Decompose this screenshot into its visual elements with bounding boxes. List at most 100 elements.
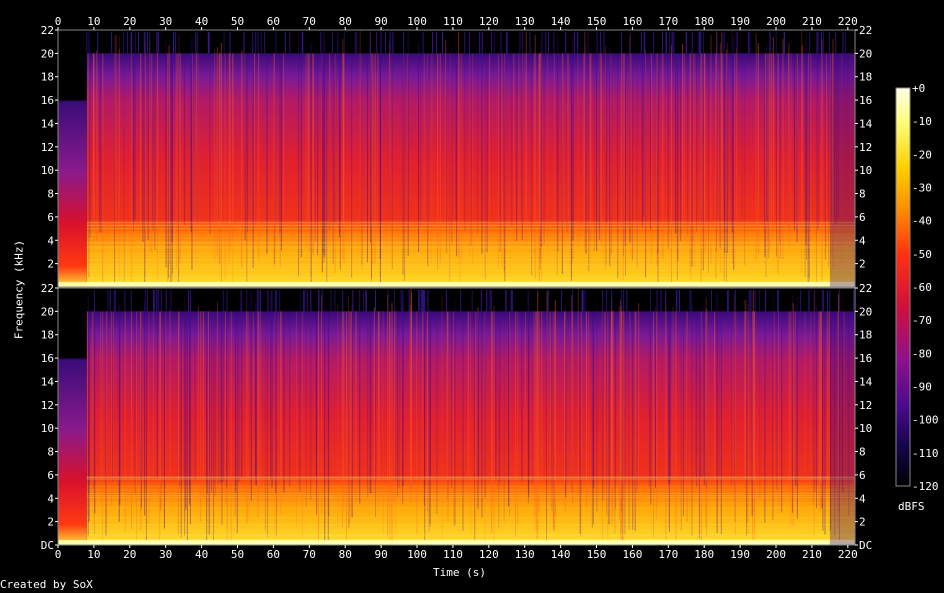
y-tick-label-ch2-20-right: 20 <box>859 305 872 318</box>
y-tick-label-ch2-16-left: 16 <box>41 352 54 365</box>
x-tick-label-bottom-0: 0 <box>55 548 62 561</box>
x-tick-label-top-180: 180 <box>694 15 714 28</box>
colorbar-tick-m110: -110 <box>912 447 939 460</box>
y-tick-label-ch2-14-left: 14 <box>41 375 55 388</box>
x-tick-label-top-170: 170 <box>658 15 678 28</box>
y-tick-label-ch1-8-left: 8 <box>47 188 54 201</box>
y-tick-label-ch2-22-right: 22 <box>859 282 872 295</box>
plot-frame <box>57 287 856 546</box>
y-tick-label-ch2-18-left: 18 <box>41 329 54 342</box>
y-tick-label-ch2-4-left: 4 <box>47 492 54 505</box>
y-tick-label-ch2-8-right: 8 <box>859 446 866 459</box>
x-tick-label-bottom-100: 100 <box>407 548 427 561</box>
x-axis-title: Time (s) <box>433 566 486 579</box>
x-tick-label-bottom-180: 180 <box>694 548 714 561</box>
x-tick-label-top-40: 40 <box>195 15 208 28</box>
y-tick-label-ch2-20-left: 20 <box>41 305 54 318</box>
x-tick-label-bottom-50: 50 <box>231 548 244 561</box>
x-tick-label-bottom-10: 10 <box>87 548 100 561</box>
x-tick-label-bottom-140: 140 <box>551 548 571 561</box>
y-tick-label-ch1-10-left: 10 <box>41 164 54 177</box>
x-tick-label-top-190: 190 <box>730 15 750 28</box>
y-tick-label-ch2-dc-left: DC <box>41 539 54 552</box>
x-tick-label-top-120: 120 <box>479 15 499 28</box>
x-tick-label-bottom-150: 150 <box>587 548 607 561</box>
y-tick-label-ch1-18-left: 18 <box>41 71 54 84</box>
spectrogram-channel-1 <box>57 29 856 288</box>
x-tick-label-top-150: 150 <box>587 15 607 28</box>
y-tick-label-ch2-16-right: 16 <box>859 352 872 365</box>
y-tick-label-ch1-8-right: 8 <box>859 188 866 201</box>
x-tick-label-top-60: 60 <box>267 15 280 28</box>
x-tick-label-top-0: 0 <box>55 15 62 28</box>
y-tick-label-ch1-16-right: 16 <box>859 94 872 107</box>
y-tick-label-ch2-6-right: 6 <box>859 469 866 482</box>
x-tick-label-top-210: 210 <box>802 15 822 28</box>
x-tick-label-bottom-70: 70 <box>303 548 316 561</box>
y-tick-label-ch1-14-right: 14 <box>859 117 873 130</box>
y-tick-label-ch2-12-right: 12 <box>859 399 872 412</box>
y-tick-label-ch2-2-right: 2 <box>859 516 866 529</box>
x-tick-label-bottom-200: 200 <box>766 548 786 561</box>
x-tick-label-top-160: 160 <box>622 15 642 28</box>
x-tick-label-top-30: 30 <box>159 15 172 28</box>
colorbar-unit-label: dBFS <box>898 500 925 513</box>
y-tick-label-ch2-8-left: 8 <box>47 446 54 459</box>
x-tick-label-top-10: 10 <box>87 15 100 28</box>
y-tick-label-ch1-14-left: 14 <box>41 117 55 130</box>
x-tick-label-top-90: 90 <box>374 15 387 28</box>
x-tick-label-top-220: 220 <box>838 15 858 28</box>
y-tick-label-ch1-22-left: 22 <box>41 24 54 37</box>
x-tick-label-top-70: 70 <box>303 15 316 28</box>
x-tick-label-top-200: 200 <box>766 15 786 28</box>
colorbar-tick-m100: -100 <box>912 414 939 427</box>
x-tick-label-bottom-60: 60 <box>267 548 280 561</box>
colorbar-tick-m80: -80 <box>912 347 932 360</box>
y-tick-label-ch1-4-right: 4 <box>859 234 866 247</box>
y-tick-label-ch1-10-right: 10 <box>859 164 872 177</box>
y-tick-label-ch2-2-left: 2 <box>47 516 54 529</box>
x-tick-label-top-100: 100 <box>407 15 427 28</box>
x-tick-label-bottom-30: 30 <box>159 548 172 561</box>
x-tick-label-bottom-110: 110 <box>443 548 463 561</box>
y-axis-title: Frequency (kHz) <box>12 239 26 340</box>
y-tick-label-ch1-20-right: 20 <box>859 47 872 60</box>
x-tick-label-top-140: 140 <box>551 15 571 28</box>
colorbar-tick-m50: -50 <box>912 248 932 261</box>
y-tick-label-ch1-16-left: 16 <box>41 94 54 107</box>
y-tick-label-ch2-14-right: 14 <box>859 375 873 388</box>
plot-frame <box>57 29 856 288</box>
y-tick-label-ch1-12-right: 12 <box>859 141 872 154</box>
x-tick-label-bottom-130: 130 <box>515 548 535 561</box>
colorbar-tick-m70: -70 <box>912 314 932 327</box>
spectrogram-channel-2 <box>57 287 856 546</box>
x-tick-label-bottom-40: 40 <box>195 548 208 561</box>
x-tick-label-bottom-170: 170 <box>658 548 678 561</box>
y-tick-label-ch1-20-left: 20 <box>41 47 54 60</box>
y-tick-label-ch2-18-right: 18 <box>859 329 872 342</box>
x-tick-label-top-20: 20 <box>123 15 136 28</box>
y-tick-label-ch1-18-right: 18 <box>859 71 872 84</box>
colorbar-tick-m90: -90 <box>912 381 932 394</box>
y-tick-label-ch1-4-left: 4 <box>47 234 54 247</box>
x-tick-label-bottom-160: 160 <box>622 548 642 561</box>
x-tick-label-bottom-20: 20 <box>123 548 136 561</box>
y-tick-label-ch1-22-right: 22 <box>859 24 872 37</box>
x-tick-label-bottom-80: 80 <box>339 548 352 561</box>
x-tick-label-bottom-90: 90 <box>374 548 387 561</box>
colorbar-tick-m30: -30 <box>912 182 932 195</box>
x-tick-label-bottom-210: 210 <box>802 548 822 561</box>
colorbar-tick-m60: -60 <box>912 281 932 294</box>
y-tick-label-ch2-dc-right: DC <box>859 539 872 552</box>
y-tick-label-ch1-12-left: 12 <box>41 141 54 154</box>
x-tick-label-top-110: 110 <box>443 15 463 28</box>
y-tick-label-ch2-6-left: 6 <box>47 469 54 482</box>
x-tick-label-bottom-220: 220 <box>838 548 858 561</box>
credit-text: Created by SoX <box>0 578 93 591</box>
colorbar-tick-m20: -20 <box>912 148 932 161</box>
x-tick-label-top-50: 50 <box>231 15 244 28</box>
y-tick-label-ch1-2-left: 2 <box>47 258 54 271</box>
x-tick-label-top-130: 130 <box>515 15 535 28</box>
colorbar <box>895 87 911 487</box>
